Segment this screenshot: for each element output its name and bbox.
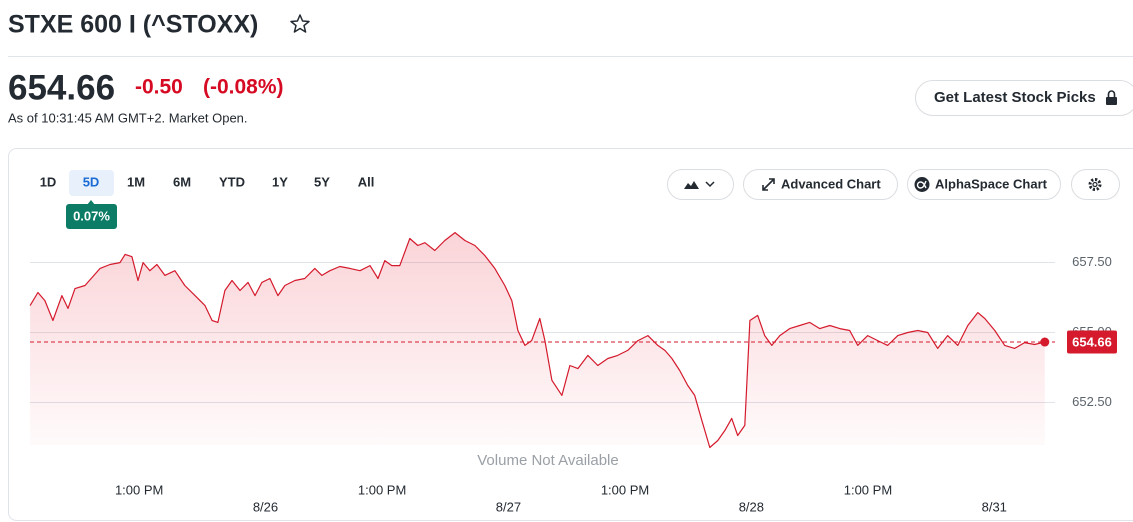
- stock-picks-button[interactable]: Get Latest Stock Picks: [915, 80, 1133, 116]
- price: 654.66: [8, 68, 115, 107]
- x-tick-label: 8/31: [982, 499, 1007, 514]
- badge-label: 0.07%: [73, 208, 110, 223]
- y-tick-label: 652.50: [1072, 394, 1112, 409]
- chart-type-button[interactable]: [667, 169, 734, 200]
- price-area: [30, 232, 1045, 448]
- x-tick-label: 8/28: [739, 499, 764, 514]
- x-tick-label: 1:00 PM: [844, 482, 892, 497]
- range-tab[interactable]: 1M: [127, 174, 145, 189]
- settings-button[interactable]: [1071, 169, 1120, 200]
- range-tab[interactable]: YTD: [219, 174, 245, 189]
- button-label: Advanced Chart: [781, 176, 881, 191]
- range-selected-bg: [69, 170, 114, 196]
- watchlist-star[interactable]: [290, 14, 310, 33]
- y-tick-label: 657.50: [1072, 254, 1112, 269]
- range-tab[interactable]: 5D: [83, 174, 100, 189]
- x-tick-label: 1:00 PM: [115, 482, 163, 497]
- price-chart: 652.50655.00657.501:00 PM1:00 PM1:00 PM1…: [29, 232, 1117, 514]
- button-label: Get Latest Stock Picks: [934, 89, 1096, 106]
- range-tab[interactable]: 1D: [40, 174, 57, 189]
- x-tick-label: 1:00 PM: [358, 482, 406, 497]
- symbol-title: STXE 600 I (^STOXX): [8, 11, 258, 39]
- x-tick-label: 1:00 PM: [601, 482, 649, 497]
- current-price-tag: [1067, 330, 1117, 354]
- range-tab[interactable]: 5Y: [314, 174, 330, 189]
- alphaspace-chart-button[interactable]: AlphaSpace Chart: [907, 169, 1061, 200]
- lock-icon: [1106, 90, 1117, 105]
- advanced-chart-button[interactable]: Advanced Chart: [743, 169, 898, 200]
- price-line: [29, 232, 1045, 449]
- button-frame: [915, 80, 1133, 116]
- last-point: [1040, 337, 1050, 347]
- price-change: -0.50: [135, 76, 183, 99]
- button-label: AlphaSpace Chart: [935, 176, 1048, 191]
- x-tick-label: 8/27: [496, 499, 521, 514]
- price-change-percent: (-0.08%): [203, 76, 284, 99]
- range-tab[interactable]: All: [358, 174, 375, 189]
- current-price-label: 654.66: [1072, 334, 1112, 349]
- range-tab[interactable]: 1Y: [272, 174, 288, 189]
- quote-timestamp: As of 10:31:45 AM GMT+2. Market Open.: [8, 110, 248, 125]
- range-tab[interactable]: 6M: [173, 174, 191, 189]
- range-badge: 0.07%: [66, 200, 117, 229]
- x-tick-label: 8/26: [253, 499, 278, 514]
- volume-note: Volume Not Available: [477, 452, 618, 469]
